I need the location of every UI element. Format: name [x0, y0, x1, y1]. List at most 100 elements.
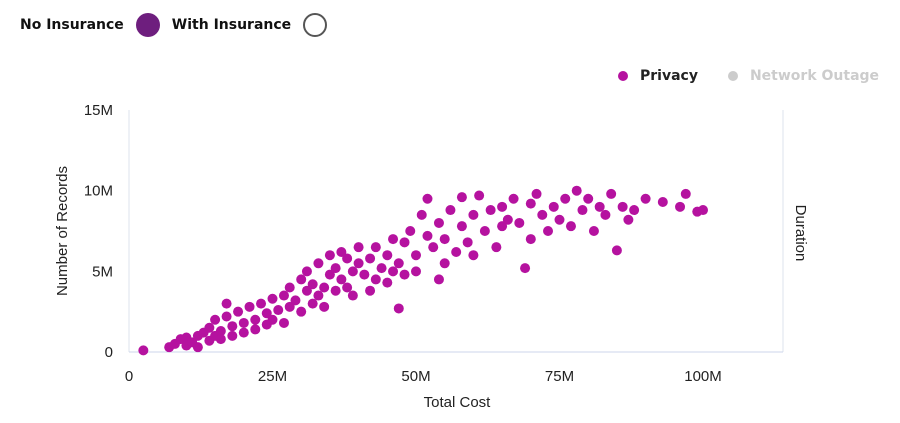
- data-point[interactable]: [353, 242, 364, 253]
- data-point[interactable]: [347, 266, 358, 277]
- data-point[interactable]: [307, 279, 318, 290]
- data-point[interactable]: [428, 242, 439, 253]
- data-point[interactable]: [342, 282, 353, 293]
- data-point[interactable]: [319, 301, 330, 312]
- data-point[interactable]: [313, 290, 324, 301]
- data-point[interactable]: [508, 193, 519, 204]
- data-point[interactable]: [514, 217, 525, 228]
- data-point[interactable]: [250, 314, 261, 325]
- data-point[interactable]: [456, 192, 467, 203]
- data-point[interactable]: [238, 327, 249, 338]
- data-point[interactable]: [433, 274, 444, 285]
- legend-item-network-outage[interactable]: Network Outage: [749, 68, 880, 84]
- data-point[interactable]: [468, 250, 479, 261]
- data-point[interactable]: [192, 342, 203, 353]
- data-point[interactable]: [623, 214, 634, 225]
- data-point[interactable]: [324, 250, 335, 261]
- data-point[interactable]: [698, 205, 708, 216]
- data-point[interactable]: [416, 209, 427, 220]
- data-point[interactable]: [330, 285, 341, 296]
- data-point[interactable]: [290, 295, 301, 306]
- data-point[interactable]: [606, 188, 617, 199]
- data-point[interactable]: [554, 214, 565, 225]
- data-point[interactable]: [629, 205, 640, 216]
- data-point[interactable]: [388, 234, 399, 245]
- data-point[interactable]: [525, 198, 536, 209]
- legend-item-privacy[interactable]: Privacy: [640, 68, 698, 84]
- data-point[interactable]: [537, 209, 548, 220]
- data-point[interactable]: [227, 330, 238, 341]
- data-point[interactable]: [393, 303, 404, 314]
- data-point[interactable]: [456, 221, 467, 232]
- data-point[interactable]: [411, 250, 421, 261]
- data-point[interactable]: [301, 266, 312, 277]
- data-point[interactable]: [347, 290, 358, 301]
- data-point[interactable]: [233, 306, 244, 317]
- data-point[interactable]: [221, 311, 232, 322]
- data-point[interactable]: [611, 245, 622, 256]
- data-point[interactable]: [204, 322, 215, 333]
- data-point[interactable]: [382, 250, 393, 261]
- data-point[interactable]: [238, 317, 249, 328]
- data-point[interactable]: [588, 226, 599, 237]
- data-point[interactable]: [278, 317, 289, 328]
- data-point[interactable]: [548, 201, 559, 212]
- data-point[interactable]: [365, 285, 376, 296]
- data-point[interactable]: [324, 269, 335, 280]
- data-point[interactable]: [365, 253, 376, 264]
- data-point[interactable]: [657, 196, 668, 207]
- data-point[interactable]: [215, 326, 226, 337]
- data-point[interactable]: [296, 306, 307, 317]
- data-point[interactable]: [244, 301, 255, 312]
- data-point[interactable]: [525, 234, 536, 245]
- data-point[interactable]: [267, 293, 278, 304]
- data-point[interactable]: [433, 217, 444, 228]
- data-point[interactable]: [388, 266, 399, 277]
- data-point[interactable]: [594, 201, 605, 212]
- data-point[interactable]: [227, 321, 238, 332]
- data-point[interactable]: [278, 290, 289, 301]
- data-point[interactable]: [261, 308, 272, 319]
- data-point[interactable]: [502, 214, 513, 225]
- data-point[interactable]: [600, 209, 611, 220]
- data-point[interactable]: [571, 185, 582, 196]
- data-point[interactable]: [565, 221, 576, 232]
- data-point[interactable]: [215, 334, 226, 345]
- data-point[interactable]: [468, 209, 479, 220]
- data-point[interactable]: [336, 274, 347, 285]
- data-point[interactable]: [479, 226, 490, 237]
- data-point[interactable]: [405, 226, 416, 237]
- data-point[interactable]: [445, 205, 456, 216]
- data-point[interactable]: [617, 201, 628, 212]
- data-point[interactable]: [451, 246, 462, 257]
- data-point[interactable]: [583, 193, 594, 204]
- data-point[interactable]: [250, 324, 261, 335]
- data-point[interactable]: [577, 205, 588, 216]
- data-point[interactable]: [210, 314, 221, 325]
- data-point[interactable]: [497, 221, 508, 232]
- data-point[interactable]: [370, 274, 381, 285]
- data-point[interactable]: [138, 345, 149, 356]
- data-point[interactable]: [399, 269, 410, 280]
- data-point[interactable]: [273, 305, 284, 316]
- data-point[interactable]: [284, 301, 295, 312]
- data-point[interactable]: [675, 201, 686, 212]
- data-point[interactable]: [319, 282, 330, 293]
- data-point[interactable]: [462, 237, 473, 248]
- data-point[interactable]: [284, 282, 295, 293]
- data-point[interactable]: [680, 188, 691, 199]
- data-point[interactable]: [411, 266, 421, 277]
- data-point[interactable]: [422, 230, 433, 241]
- data-point[interactable]: [399, 237, 410, 248]
- data-point[interactable]: [439, 258, 450, 269]
- data-point[interactable]: [497, 201, 508, 212]
- no-insurance-radio[interactable]: [135, 13, 160, 37]
- data-point[interactable]: [370, 242, 381, 253]
- data-point[interactable]: [439, 234, 450, 245]
- data-point[interactable]: [485, 205, 496, 216]
- data-point[interactable]: [313, 258, 324, 269]
- data-point[interactable]: [353, 258, 364, 269]
- data-point[interactable]: [301, 285, 312, 296]
- data-point[interactable]: [474, 190, 485, 201]
- data-point[interactable]: [342, 253, 353, 264]
